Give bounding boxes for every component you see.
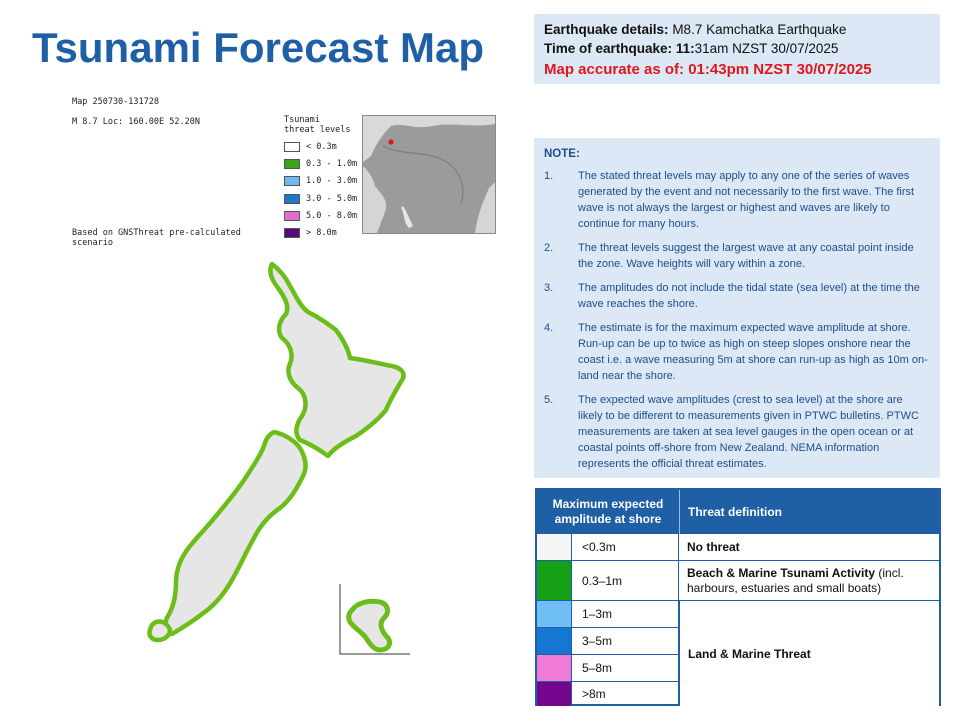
earthquake-details-value: M8.7 Kamchatka Earthquake xyxy=(672,22,847,37)
table-row: <0.3m No threat xyxy=(537,534,939,560)
epicentre-marker-icon xyxy=(388,139,394,145)
chatham-islands-inset xyxy=(339,584,410,655)
pacific-overview-inset-map xyxy=(362,115,496,234)
note-number: 1. xyxy=(544,170,554,182)
header-threat-definition: Threat definition xyxy=(688,505,782,519)
map-legend-item: < 0.3m xyxy=(284,138,357,155)
inset-land-west xyxy=(363,166,387,233)
legend-label: 0.3 - 1.0m xyxy=(306,158,358,169)
map-legend-title: Tsunami threat levels xyxy=(284,115,351,135)
legend-swatch-0 xyxy=(284,141,300,152)
legend-swatch-1 xyxy=(284,158,300,169)
legend-swatch-5 xyxy=(284,228,300,239)
chatham-island xyxy=(346,598,393,653)
header-amplitude: Maximum expected amplitude at shore xyxy=(537,490,680,534)
amplitude-cell: 5–8m xyxy=(572,655,679,681)
map-legend: < 0.3m 0.3 - 1.0m 1.0 - 3.0m 3.0 - 5.0m … xyxy=(284,138,357,242)
notes-heading: NOTE: xyxy=(544,148,580,160)
table-header: Maximum expected amplitude at shore Thre… xyxy=(537,490,939,534)
map-accurate-as-of: Map accurate as of: 01:43pm NZST 30/07/2… xyxy=(544,61,872,78)
table-body: <0.3m No threat 0.3–1m Beach & Marine Ts… xyxy=(537,534,939,706)
map-id: Map 250730-131728 xyxy=(72,97,159,107)
inset-ridge xyxy=(382,145,464,205)
stewart-island xyxy=(147,619,173,643)
inset-ocean xyxy=(363,116,495,233)
note-number: 3. xyxy=(544,282,554,294)
earthquake-time-value: 31am NZST 30/07/2025 xyxy=(694,41,839,56)
amplitude-cell: 3–5m xyxy=(572,628,679,654)
legend-label: < 0.3m xyxy=(306,141,337,152)
inset-frame xyxy=(339,584,410,655)
earthquake-time-line: Time of earthquake: 11:31am NZST 30/07/2… xyxy=(544,39,930,58)
note-item: 2. The threat levels suggest the largest … xyxy=(544,240,930,272)
note-item: 1. The stated threat levels may apply to … xyxy=(544,168,930,232)
threat-definition-text: No threat xyxy=(687,539,740,554)
notes-panel: NOTE: 1. The stated threat levels may app… xyxy=(534,138,940,478)
legend-label: 3.0 - 5.0m xyxy=(306,193,358,204)
legend-label: 5.0 - 8.0m xyxy=(306,210,358,221)
threat-definition-table: Maximum expected amplitude at shore Thre… xyxy=(535,488,941,706)
note-number: 2. xyxy=(544,242,554,254)
amplitude-cell: <0.3m xyxy=(572,534,679,560)
page-title: Tsunami Forecast Map xyxy=(32,24,484,71)
amplitude-cell: >8m xyxy=(572,682,679,706)
legend-swatch-2 xyxy=(284,176,300,187)
new-zealand-threat-map xyxy=(147,261,406,643)
note-item: 3. The amplitudes do not include the tida… xyxy=(544,280,930,312)
map-legend-item: > 8.0m xyxy=(284,224,357,241)
threat-definition-rest: (incl. harbours, estuaries and small boa… xyxy=(687,565,904,595)
inset-land-north xyxy=(363,116,495,162)
map-legend-item: 0.3 - 1.0m xyxy=(284,155,357,172)
inset-new-zealand xyxy=(401,206,413,228)
note-item: 4. The estimate is for the maximum expect… xyxy=(544,320,930,384)
earthquake-details-panel: Earthquake details: M8.7 Kamchatka Earth… xyxy=(534,14,940,84)
threat-definition-cell: No threat xyxy=(679,534,939,560)
amplitude-cell: 1–3m xyxy=(572,601,679,627)
map-legend-item: 1.0 - 3.0m xyxy=(284,173,357,190)
threat-definition-bold: Beach & Marine Tsunami Activity xyxy=(687,565,876,580)
note-text: The expected wave amplitudes (crest to s… xyxy=(578,394,919,470)
earthquake-time-hour: 11: xyxy=(675,41,695,56)
amplitude-swatch-0 xyxy=(537,534,572,560)
earthquake-details-label: Earthquake details: xyxy=(544,22,669,37)
note-item: 5. The expected wave amplitudes (crest to… xyxy=(544,392,930,472)
legend-label: > 8.0m xyxy=(306,228,337,239)
earthquake-time-label: Time of earthquake: xyxy=(544,41,673,56)
amplitude-swatch-5 xyxy=(537,682,572,706)
note-text: The stated threat levels may apply to an… xyxy=(578,170,915,230)
amplitude-cell: 0.3–1m xyxy=(572,561,679,600)
table-row: 0.3–1m Beach & Marine Tsunami Activity (… xyxy=(537,560,939,600)
legend-label: 1.0 - 3.0m xyxy=(306,176,358,187)
map-location: M 8.7 Loc: 160.00E 52.20N xyxy=(72,117,200,127)
amplitude-swatch-1 xyxy=(537,561,572,600)
south-island xyxy=(163,429,308,637)
north-island xyxy=(268,261,406,459)
map-legend-item: 3.0 - 5.0m xyxy=(284,190,357,207)
legend-swatch-4 xyxy=(284,210,300,221)
note-number: 5. xyxy=(544,394,554,406)
amplitude-swatch-4 xyxy=(537,655,572,681)
map-legend-title-line-2: threat levels xyxy=(284,125,351,135)
map-meta: Map 250730-131728 M 8.7 Loc: 160.00E 52.… xyxy=(72,96,200,128)
amplitude-swatch-2 xyxy=(537,601,572,627)
note-number: 4. xyxy=(544,322,554,334)
map-legend-title-line-1: Tsunami xyxy=(284,115,320,125)
map-based-on: Based on GNSThreat pre-calculated scenar… xyxy=(72,228,241,248)
note-text: The amplitudes do not include the tidal … xyxy=(578,282,920,310)
map-legend-item: 5.0 - 8.0m xyxy=(284,207,357,224)
legend-swatch-3 xyxy=(284,193,300,204)
note-text: The estimate is for the maximum expected… xyxy=(578,322,928,382)
amplitude-swatch-3 xyxy=(537,628,572,654)
earthquake-details-line: Earthquake details: M8.7 Kamchatka Earth… xyxy=(544,20,930,39)
land-marine-threat-cell: Land & Marine Threat xyxy=(679,600,939,706)
threat-definition-cell: Beach & Marine Tsunami Activity (incl. h… xyxy=(679,561,939,600)
inset-land-east xyxy=(475,182,495,233)
note-text: The threat levels suggest the largest wa… xyxy=(578,242,914,270)
